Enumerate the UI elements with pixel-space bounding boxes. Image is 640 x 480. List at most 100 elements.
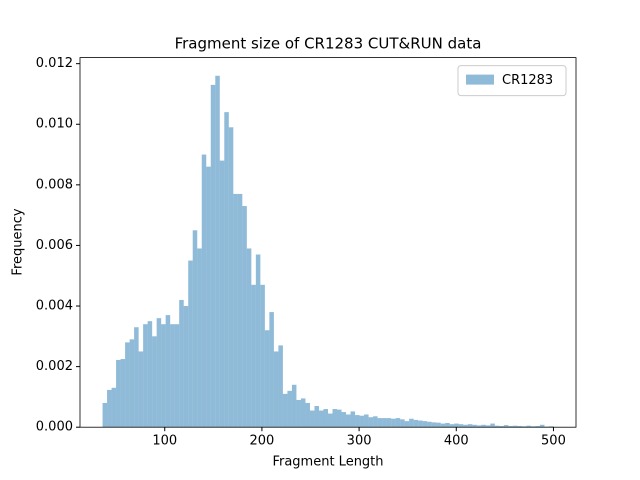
- bar: [224, 112, 229, 428]
- bar: [116, 359, 121, 428]
- bar: [251, 284, 256, 428]
- legend-label: CR1283: [502, 73, 553, 88]
- bar: [246, 248, 252, 428]
- bar: [382, 418, 387, 428]
- bar: [508, 425, 513, 428]
- bar: [350, 411, 356, 428]
- bar: [422, 421, 428, 428]
- bar: [355, 415, 360, 428]
- bar: [341, 412, 347, 428]
- legend-box: [457, 65, 567, 97]
- bar: [490, 423, 495, 428]
- bar: [264, 330, 270, 428]
- bar: [548, 426, 554, 428]
- bar: [237, 193, 243, 428]
- bar: [377, 418, 383, 428]
- bar: [174, 324, 180, 428]
- bar: [404, 421, 410, 428]
- bar: [309, 410, 315, 428]
- bar: [138, 351, 144, 428]
- bar: [273, 351, 279, 428]
- bar: [278, 345, 283, 428]
- bar: [179, 299, 184, 428]
- bar: [485, 425, 491, 428]
- bar: [269, 312, 274, 428]
- bar: [197, 248, 202, 428]
- x-tick-label: 300: [347, 434, 372, 449]
- bar: [314, 405, 319, 428]
- bar: [481, 424, 486, 428]
- bar: [386, 418, 392, 428]
- bar: [521, 426, 527, 428]
- bar: [535, 425, 540, 428]
- bar: [418, 420, 423, 428]
- bar: [152, 336, 157, 428]
- bar: [102, 402, 108, 428]
- bar: [125, 342, 130, 428]
- bar: [323, 409, 328, 428]
- bar: [156, 318, 162, 428]
- bar: [183, 306, 189, 428]
- y-tick-label: 0.010: [36, 117, 73, 132]
- bar: [440, 423, 446, 428]
- bar: [143, 324, 148, 428]
- bar: [445, 422, 450, 428]
- bar: [318, 410, 324, 428]
- bar: [539, 424, 545, 428]
- x-tick-label: 200: [250, 434, 275, 449]
- bar: [332, 409, 338, 428]
- bar: [346, 414, 351, 428]
- bar: [260, 284, 265, 428]
- bar: [255, 254, 261, 428]
- bar: [206, 166, 211, 428]
- bar: [364, 414, 369, 428]
- bar: [201, 154, 207, 428]
- y-tick-label: 0.006: [36, 238, 73, 253]
- bar: [296, 399, 301, 428]
- bar: [503, 425, 509, 428]
- bar: [463, 424, 468, 428]
- bar: [436, 422, 441, 428]
- y-tick-label: 0.008: [36, 177, 73, 192]
- bar: [188, 260, 193, 428]
- bar: [413, 419, 419, 428]
- bar: [134, 327, 139, 428]
- bar: [391, 418, 396, 428]
- bar: [517, 425, 522, 428]
- bar: [192, 230, 198, 428]
- y-tick-label: 0.002: [36, 359, 73, 374]
- bar: [449, 424, 455, 428]
- bar: [300, 398, 306, 428]
- y-tick-label: 0.000: [36, 420, 73, 435]
- bar: [129, 339, 135, 428]
- x-axis-label: Fragment Length: [272, 455, 383, 470]
- bar: [427, 421, 432, 428]
- bar: [291, 384, 297, 428]
- bar: [233, 193, 238, 428]
- chart-title: Fragment size of CR1283 CUT&RUN data: [175, 35, 482, 53]
- x-tick-label: 500: [541, 434, 566, 449]
- bar: [111, 387, 117, 428]
- bar: [282, 393, 288, 428]
- bar: [409, 418, 414, 428]
- bar: [512, 425, 518, 428]
- bar: [107, 389, 112, 428]
- bar: [458, 424, 464, 428]
- bar: [147, 321, 153, 428]
- bar: [499, 425, 504, 428]
- bar: [337, 409, 342, 428]
- bar: [120, 359, 126, 428]
- bar: [170, 324, 175, 428]
- x-tick-label: 100: [152, 434, 177, 449]
- bar: [431, 422, 437, 428]
- bar: [210, 84, 216, 428]
- bar: [400, 419, 405, 428]
- bar: [368, 417, 374, 428]
- y-tick-label: 0.012: [36, 56, 73, 71]
- bar: [472, 424, 477, 428]
- bar: [454, 423, 459, 428]
- bar: [305, 402, 310, 428]
- bar: [242, 206, 247, 428]
- bar: [530, 426, 536, 428]
